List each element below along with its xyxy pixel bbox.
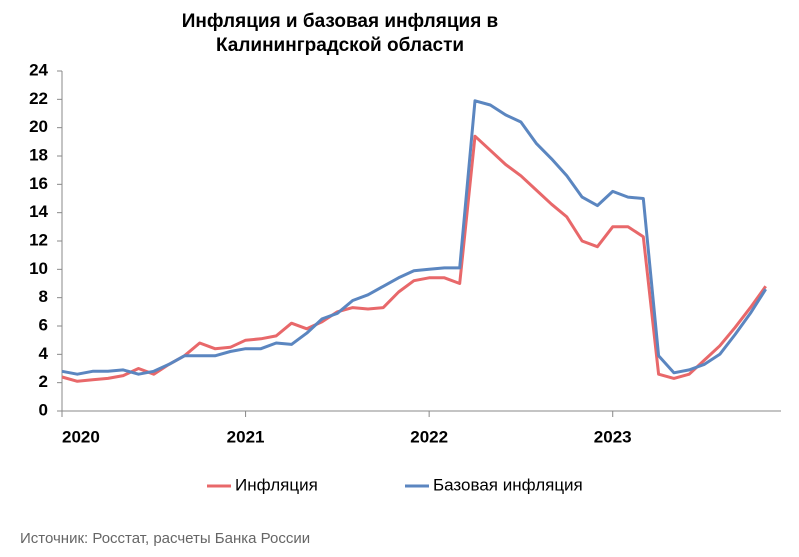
x-tick-label: 2022 (410, 427, 448, 446)
x-tick-label: 2021 (227, 427, 265, 446)
y-tick-label: 2 (39, 372, 48, 391)
y-tick-label: 24 (29, 60, 48, 79)
y-tick-label: 18 (29, 145, 48, 164)
x-tick-label: 2023 (594, 427, 632, 446)
y-tick-label: 4 (39, 344, 49, 363)
y-tick-label: 8 (39, 287, 48, 306)
y-tick-label: 0 (39, 400, 48, 419)
x-tick-label: 2020 (62, 427, 100, 446)
y-tick-label: 22 (29, 89, 48, 108)
y-tick-label: 12 (29, 230, 48, 249)
series-line (61, 134, 767, 383)
y-tick-label: 16 (29, 174, 48, 193)
chart-title: Инфляция и базовая инфляция в Калинингра… (181, 11, 499, 56)
y-tick-label: 14 (29, 202, 48, 221)
source-note: Источник: Росстат, расчеты Банка России (20, 530, 311, 547)
y-tick-label: 20 (29, 117, 48, 136)
legend-label: Базовая инфляция (433, 475, 583, 494)
y-tick-label: 10 (29, 259, 48, 278)
y-tick-label: 6 (39, 315, 48, 334)
legend-label: Инфляция (235, 475, 318, 494)
series-line (61, 99, 767, 376)
